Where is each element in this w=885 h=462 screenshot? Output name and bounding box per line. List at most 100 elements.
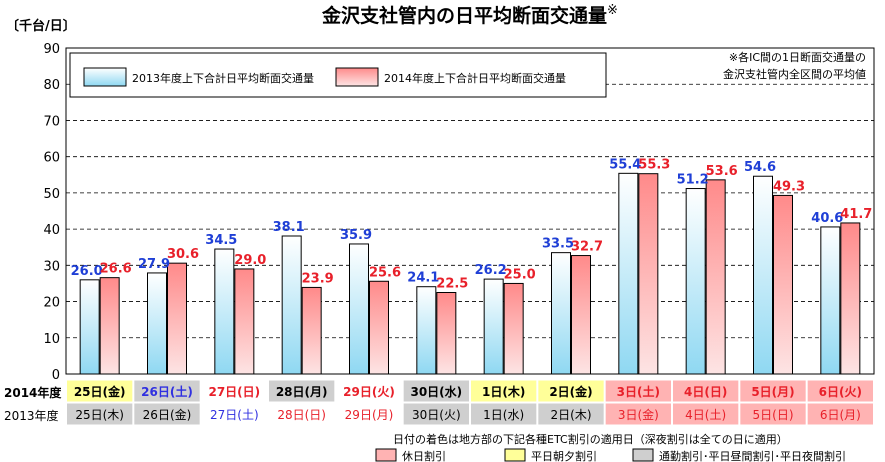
value-label-2014: 25.0 bbox=[504, 267, 536, 282]
bar-2014 bbox=[234, 268, 255, 375]
date-cell-label: 26日(金) bbox=[143, 407, 192, 422]
bar-2013 bbox=[551, 252, 571, 375]
date-cell-label: 4日(日) bbox=[684, 385, 727, 399]
date-cell-label: 2日(木) bbox=[551, 408, 592, 422]
row-label-2013: 2013年度 bbox=[4, 408, 59, 423]
legend-label-2014: 2014年度上下合計日平均断面交通量 bbox=[384, 71, 566, 85]
value-labels: 26.0 27.9 34.5 38.1 35.9 24.1 26.2 33.5 55.4 51.2… bbox=[71, 157, 873, 291]
value-label-2014: 53.6 bbox=[706, 164, 738, 179]
date-cell-label: 6日(月) bbox=[820, 408, 861, 422]
value-label-2014: 32.7 bbox=[571, 240, 603, 255]
legend-label-2013: 2013年度上下合計日平均断面交通量 bbox=[132, 71, 314, 85]
date-cell bbox=[537, 379, 605, 403]
value-label-2014: 26.6 bbox=[100, 262, 132, 277]
date-cell bbox=[133, 379, 201, 403]
date-cell-label: 26日(土) bbox=[141, 384, 193, 399]
date-cell bbox=[268, 379, 336, 403]
bar-2013 bbox=[79, 279, 100, 375]
plot-area bbox=[65, 47, 875, 375]
y-tick-label: 0 bbox=[52, 368, 60, 383]
bar-2014 bbox=[99, 277, 120, 375]
legend-swatch-2013 bbox=[83, 67, 127, 87]
value-label-2013: 26.2 bbox=[475, 263, 507, 278]
value-label-2014: 25.6 bbox=[369, 265, 401, 280]
date-cell-label: 28日(月) bbox=[276, 385, 328, 399]
date-cell bbox=[672, 402, 740, 426]
bar-2014 bbox=[369, 280, 389, 375]
date-cell-label: 1日(水) bbox=[483, 408, 524, 422]
date-cell-label: 3日(土) bbox=[617, 384, 660, 399]
date-cell bbox=[402, 402, 470, 426]
footnote-label: 平日朝夕割引 bbox=[531, 449, 597, 462]
date-cell-label: 5日(月) bbox=[751, 385, 794, 399]
footnote-legend: 休日割引 平日朝夕割引 通勤割引･平日昼間割引･平日夜間割引 bbox=[375, 448, 846, 462]
value-label-2014: 41.7 bbox=[840, 207, 872, 222]
date-cell bbox=[335, 402, 403, 426]
footnote-label: 休日割引 bbox=[402, 449, 446, 462]
date-cell bbox=[268, 402, 336, 426]
value-label-2013: 55.4 bbox=[609, 157, 641, 172]
bar-2013 bbox=[214, 248, 235, 375]
footnote-swatch bbox=[375, 448, 397, 462]
footnote-swatch bbox=[632, 448, 654, 462]
footnote-text: 日付の着色は地方部の下記各種ETC割引の適用日（深夜割引は全ての日に適用） bbox=[393, 432, 788, 446]
footnote-swatch bbox=[504, 448, 526, 462]
date-cell bbox=[470, 402, 538, 426]
y-tick-label: 20 bbox=[43, 296, 60, 311]
note-line-2: 金沢支社管内全区間の平均値 bbox=[723, 67, 866, 81]
date-cell-label: 2日(金) bbox=[549, 384, 592, 399]
value-label-2014: 23.9 bbox=[302, 271, 334, 286]
date-cell bbox=[66, 402, 134, 426]
value-label-2013: 27.9 bbox=[138, 257, 170, 272]
date-cell bbox=[200, 379, 269, 403]
footnote-label: 通勤割引･平日昼間割引･平日夜間割引 bbox=[659, 449, 846, 462]
date-cell-label: 30日(水) bbox=[410, 384, 462, 399]
date-cell-label: 27日(土) bbox=[210, 408, 259, 422]
bars bbox=[79, 172, 861, 375]
y-tick-label: 60 bbox=[43, 151, 60, 166]
value-label-2013: 35.9 bbox=[340, 228, 372, 243]
value-label-2013: 24.1 bbox=[407, 271, 439, 286]
bar-2014 bbox=[773, 194, 793, 375]
note-line-1: ※各IC間の1日断面交通量の bbox=[729, 50, 866, 64]
y-tick-label: 70 bbox=[43, 114, 60, 129]
legend-swatch-2014 bbox=[335, 67, 379, 87]
date-cell bbox=[537, 402, 605, 426]
value-label-2013: 51.2 bbox=[677, 173, 709, 188]
value-label-2014: 49.3 bbox=[773, 179, 805, 194]
bar-2013 bbox=[483, 278, 504, 375]
date-cell-label: 29日(月) bbox=[345, 408, 394, 422]
date-cell bbox=[604, 379, 673, 403]
date-cell-label: 5日(日) bbox=[753, 408, 794, 422]
date-cell bbox=[806, 402, 875, 426]
value-label-2013: 34.5 bbox=[205, 233, 237, 248]
bar-2014 bbox=[571, 255, 591, 375]
value-label-2014: 55.3 bbox=[638, 158, 670, 173]
value-label-2013: 33.5 bbox=[542, 237, 574, 252]
date-table: 2014年度 2013年度 25日(金) 26日(土) 27日(日) 28日(月) 29… bbox=[4, 379, 875, 426]
bar-2013 bbox=[618, 172, 639, 375]
date-cell bbox=[200, 402, 269, 426]
date-cell-label: 4日(土) bbox=[685, 408, 726, 422]
y-tick-label: 40 bbox=[43, 223, 60, 238]
date-cell-label: 27日(日) bbox=[208, 385, 260, 399]
date-cell bbox=[133, 402, 201, 426]
bar-2013 bbox=[685, 188, 706, 375]
date-cell bbox=[470, 379, 538, 403]
date-cell-label: 28日(日) bbox=[277, 408, 326, 422]
legend: 2013年度上下合計日平均断面交通量 2014年度上下合計日平均断面交通量 bbox=[69, 52, 607, 98]
bar-2013 bbox=[147, 272, 167, 375]
bar-2014 bbox=[840, 222, 861, 375]
date-cell bbox=[66, 379, 134, 403]
bar-2013 bbox=[753, 175, 773, 375]
y-tick-label: 80 bbox=[43, 78, 60, 93]
chart-title-mark: ※ bbox=[607, 3, 618, 18]
y-axis-label: 〔千台/日〕 bbox=[6, 18, 76, 34]
date-cell bbox=[739, 402, 807, 426]
value-label-2013: 26.0 bbox=[71, 264, 103, 279]
y-tick-label: 30 bbox=[43, 259, 60, 274]
bar-2013 bbox=[416, 286, 437, 375]
date-cell bbox=[672, 379, 740, 403]
date-cell-label: 25日(木) bbox=[75, 408, 124, 422]
bar-2013 bbox=[820, 226, 841, 375]
